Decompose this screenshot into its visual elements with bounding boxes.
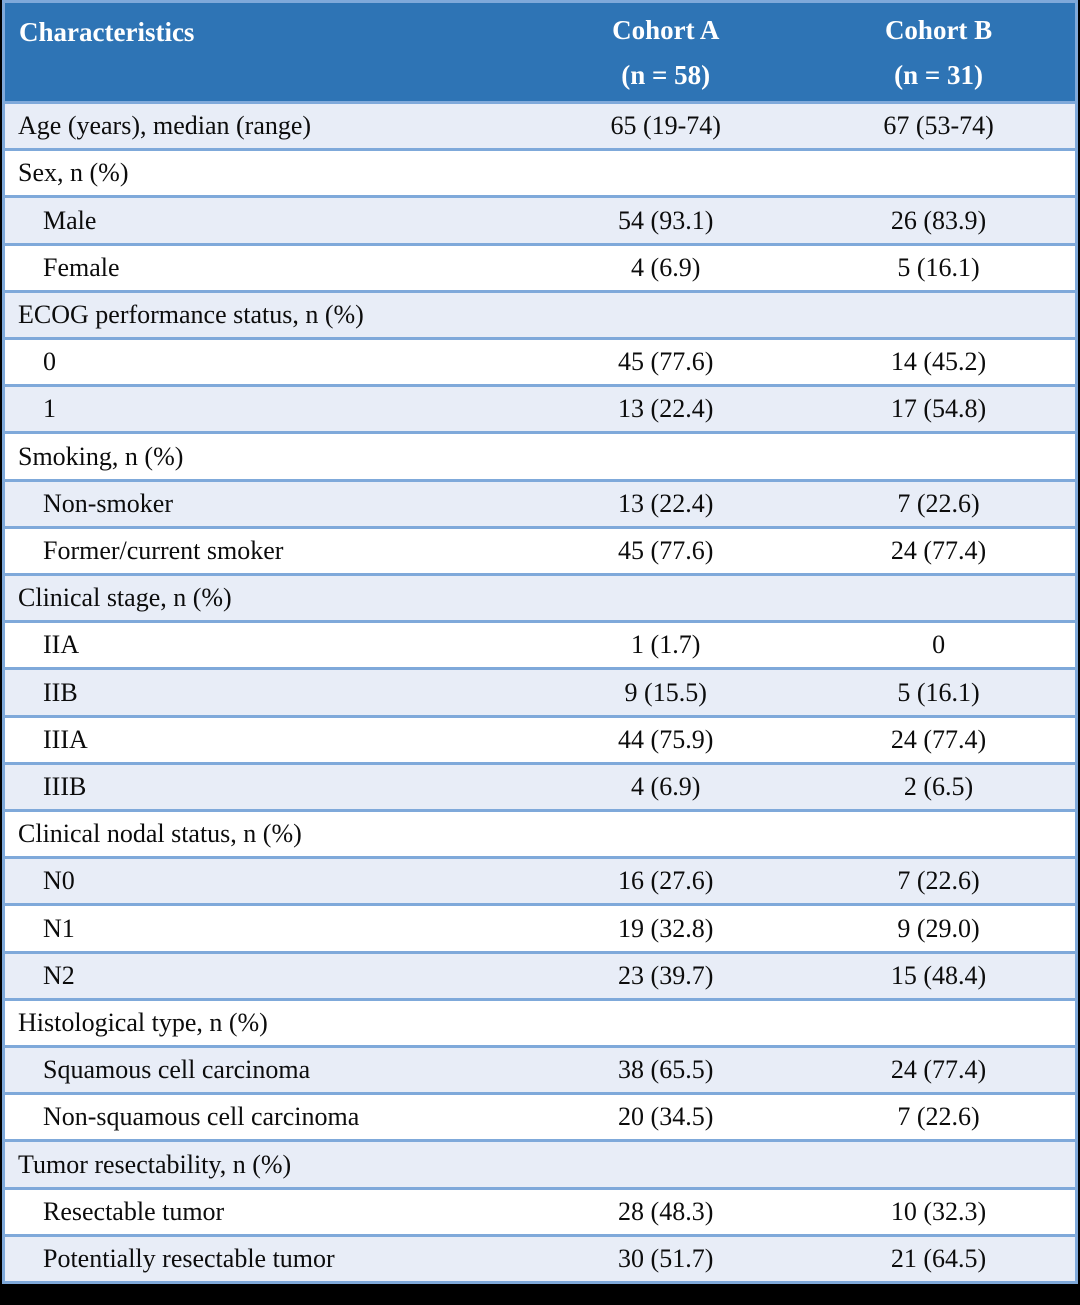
row-label: IIA	[43, 630, 80, 660]
cohort-a-value: 16 (27.6)	[618, 866, 714, 896]
cohort-a-value: 13 (22.4)	[618, 488, 714, 518]
table-row: Clinical stage, n (%)	[5, 573, 1075, 621]
cohort-b-value: 7 (22.6)	[897, 488, 980, 518]
table-row: Squamous cell carcinoma 38 (65.5) 24 (77…	[5, 1045, 1075, 1093]
header-cohort-a: Cohort A (n = 58)	[529, 3, 802, 101]
table-row: Clinical nodal status, n (%)	[5, 809, 1075, 857]
bottom-black-bar	[0, 1284, 1080, 1305]
row-label: N1	[43, 913, 75, 943]
row-label: Non-smoker	[43, 488, 173, 518]
header-cohort-b-n: (n = 31)	[894, 60, 983, 90]
cohort-b-value: 0	[932, 630, 946, 660]
row-label: IIIA	[43, 724, 88, 754]
header-cohort-b-name: Cohort B	[884, 15, 993, 45]
table-row: Non-smoker 13 (22.4) 7 (22.6)	[5, 478, 1075, 526]
cohort-a-value: 23 (39.7)	[618, 960, 714, 990]
table-row: N0 16 (27.6) 7 (22.6)	[5, 856, 1075, 904]
cohort-a-value: 38 (65.5)	[618, 1055, 714, 1085]
table-row: ECOG performance status, n (%)	[5, 289, 1075, 338]
cohort-b-value: 15 (48.4)	[890, 960, 987, 990]
cohort-b-value: 9 (29.0)	[897, 913, 980, 943]
row-label: Squamous cell carcinoma	[43, 1055, 311, 1085]
row-label: Potentially resectable tumor	[43, 1243, 335, 1273]
table-row: Potentially resectable tumor 30 (51.7) 2…	[5, 1233, 1075, 1282]
table-header-row: Characteristics Cohort A (n = 58) Cohort…	[5, 3, 1075, 101]
table-row: 1 13 (22.4) 17 (54.8)	[5, 384, 1075, 432]
cohort-b-value: 2 (6.5)	[903, 771, 974, 801]
table-row: Female 4 (6.9) 5 (16.1)	[5, 242, 1075, 290]
table-row: IIB 9 (15.5) 5 (16.1)	[5, 667, 1075, 715]
cohort-a-value: 20 (34.5)	[618, 1102, 714, 1132]
cohort-a-value: 65 (19-74)	[610, 111, 721, 141]
table-row: IIIA 44 (75.9) 24 (77.4)	[5, 714, 1075, 762]
cohort-a-value: 45 (77.6)	[618, 347, 714, 377]
cohort-b-value: 21 (64.5)	[890, 1243, 987, 1273]
table-row: Tumor resectability, n (%)	[5, 1139, 1075, 1187]
header-cohort-a-name: Cohort A	[612, 15, 720, 45]
header-cohort-a-n: (n = 58)	[621, 60, 711, 90]
table-row: IIIB 4 (6.9) 2 (6.5)	[5, 761, 1075, 810]
row-label: Sex, n (%)	[18, 158, 129, 188]
row-label: ECOG performance status, n (%)	[18, 299, 364, 329]
row-label: Clinical stage, n (%)	[18, 583, 232, 613]
cohort-b-value: 5 (16.1)	[897, 677, 980, 707]
row-label: Clinical nodal status, n (%)	[18, 819, 302, 849]
row-label: Female	[43, 252, 120, 282]
row-label: 1	[43, 394, 56, 424]
table-row: Former/current smoker 45 (77.6) 24 (77.4…	[5, 525, 1075, 574]
row-label: Smoking, n (%)	[18, 441, 184, 471]
cohort-b-value: 10 (32.3)	[890, 1196, 987, 1226]
row-label: N2	[43, 960, 75, 990]
cohort-b-value: 5 (16.1)	[897, 252, 980, 282]
table-row: Male 54 (93.1) 26 (83.9)	[5, 195, 1075, 243]
row-label: IIB	[43, 677, 78, 707]
header-cohort-b: Cohort B (n = 31)	[802, 3, 1075, 101]
row-label: Tumor resectability, n (%)	[18, 1149, 292, 1179]
cohort-b-value: 24 (77.4)	[890, 1055, 987, 1085]
cohort-b-value: 67 (53-74)	[883, 111, 994, 141]
cohort-b-value: 17 (54.8)	[890, 394, 987, 424]
cohort-b-value: 14 (45.2)	[890, 347, 987, 377]
table-row: IIA 1 (1.7) 0	[5, 620, 1075, 668]
cohort-a-value: 13 (22.4)	[618, 394, 714, 424]
cohort-a-value: 19 (32.8)	[618, 913, 714, 943]
table-row: N2 23 (39.7) 15 (48.4)	[5, 950, 1075, 998]
cohort-b-value: 7 (22.6)	[897, 866, 980, 896]
cohort-a-value: 1 (1.7)	[631, 630, 701, 660]
row-label: Age (years), median (range)	[18, 111, 312, 141]
cohort-a-value: 54 (93.1)	[618, 205, 714, 235]
row-label: Histological type, n (%)	[18, 1007, 268, 1037]
cohort-a-value: 44 (75.9)	[618, 724, 714, 754]
cohort-a-value: 4 (6.9)	[631, 771, 701, 801]
cohort-a-value: 4 (6.9)	[631, 252, 701, 282]
table-row: Sex, n (%)	[5, 148, 1075, 196]
row-label: Resectable tumor	[43, 1196, 225, 1226]
table-row: Histological type, n (%)	[5, 997, 1075, 1046]
cohort-b-value: 26 (83.9)	[890, 205, 987, 235]
cohort-a-value: 45 (77.6)	[618, 535, 714, 565]
table-row: Resectable tumor 28 (48.3) 10 (32.3)	[5, 1186, 1075, 1234]
row-label: Non-squamous cell carcinoma	[43, 1102, 360, 1132]
table-row: Smoking, n (%)	[5, 431, 1075, 479]
row-label: IIIB	[43, 771, 87, 801]
cohort-b-value: 7 (22.6)	[897, 1102, 980, 1132]
table-row: Age (years), median (range) 65 (19-74) 6…	[5, 101, 1075, 149]
row-label: Male	[43, 205, 97, 235]
cohort-a-value: 28 (48.3)	[618, 1196, 714, 1226]
cohort-b-value: 24 (77.4)	[890, 535, 987, 565]
row-label: N0	[43, 866, 75, 896]
header-characteristics: Characteristics	[19, 17, 195, 47]
table-body: Age (years), median (range) 65 (19-74) 6…	[5, 101, 1075, 1282]
cohort-b-value: 24 (77.4)	[890, 724, 987, 754]
table-row: Non-squamous cell carcinoma 20 (34.5) 7 …	[5, 1092, 1075, 1140]
cohort-a-value: 9 (15.5)	[624, 677, 707, 707]
table-row: 0 45 (77.6) 14 (45.2)	[5, 337, 1075, 385]
row-label: 0	[43, 347, 56, 377]
row-label: Former/current smoker	[43, 535, 284, 565]
table-row: N1 19 (32.8) 9 (29.0)	[5, 903, 1075, 951]
cohort-a-value: 30 (51.7)	[618, 1243, 714, 1273]
